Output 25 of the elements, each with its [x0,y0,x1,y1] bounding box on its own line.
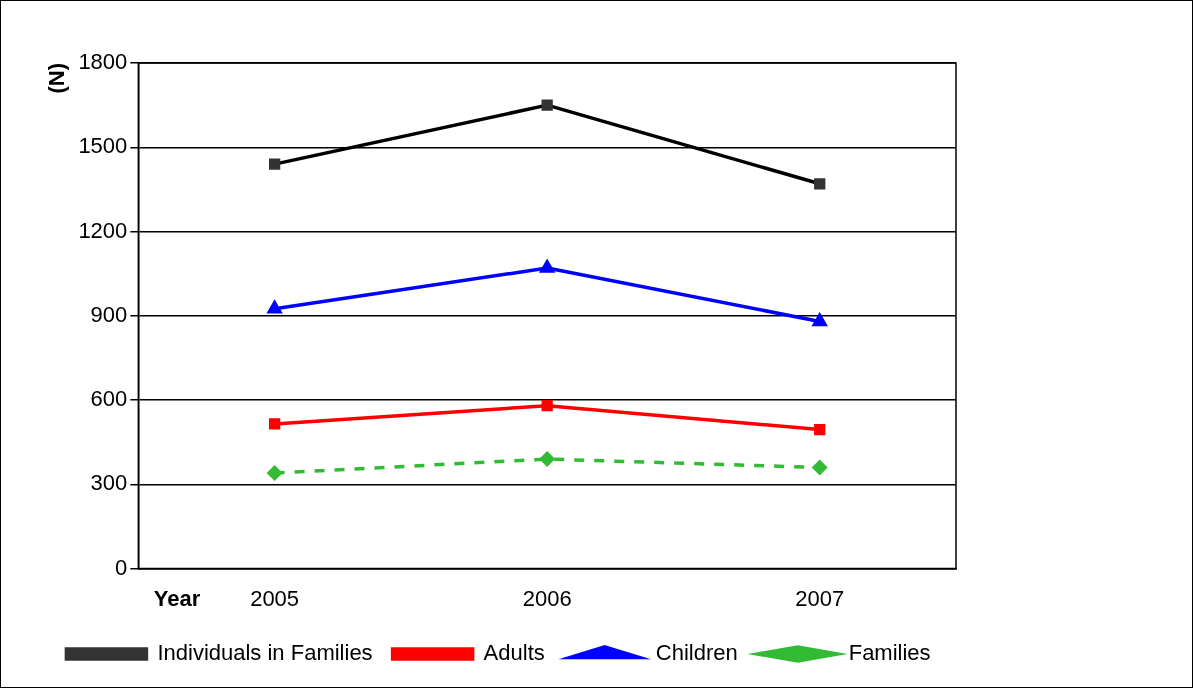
point [812,313,827,327]
y-tick-label: 600 [90,386,128,412]
y-tick-label: 0 [115,554,128,580]
legend-label: Children [655,640,738,666]
point [268,418,281,430]
y-axis-title: (N) [44,63,70,94]
point [539,451,555,467]
point [814,423,826,436]
x-axis-title: Year [153,585,201,611]
y-tick-label: 900 [90,301,128,327]
y-tick-label: 1800 [78,49,128,75]
x-tick-label: 2005 [250,585,300,611]
legend-label: Families [848,640,931,666]
point [267,465,282,481]
x-tick-label: 2007 [795,585,845,611]
y-tick-label: 1200 [78,217,128,243]
y-tick-label: 300 [90,470,128,496]
point [541,400,553,412]
legend-label: Adults [483,640,545,666]
point [540,260,555,273]
x-tick-label: 2006 [522,585,572,611]
point [267,301,282,314]
y-tick-label: 1500 [78,133,128,159]
legend-label: Individuals in Families [157,640,373,666]
point [812,460,827,475]
